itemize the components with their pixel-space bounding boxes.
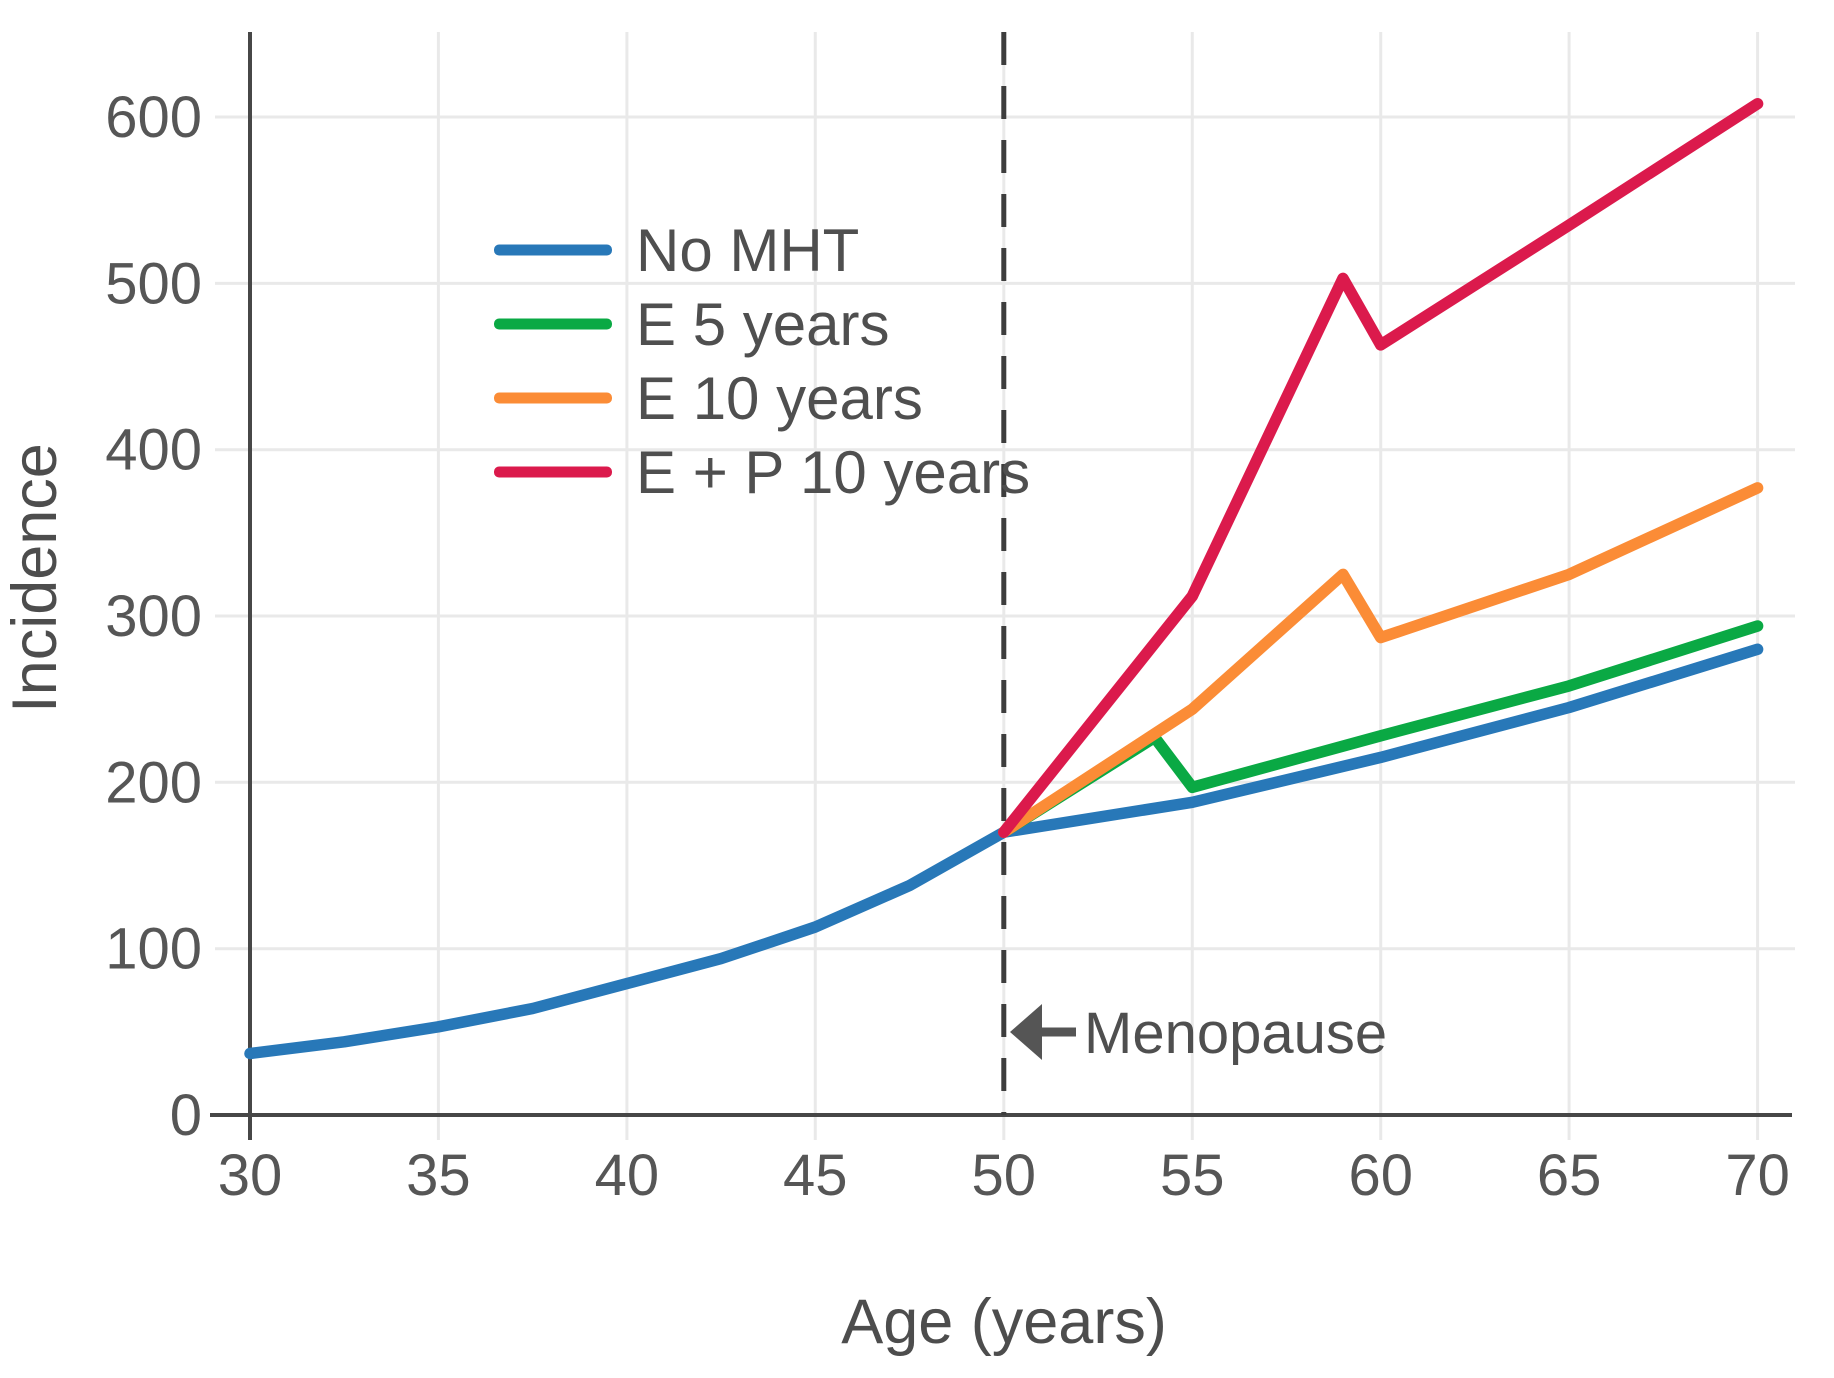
legend-item-no-mht: No MHT xyxy=(494,217,859,284)
x-tick-label-70: 70 xyxy=(1725,1143,1790,1208)
x-tick-label-50: 50 xyxy=(972,1143,1037,1208)
legend-label-e-10-years: E 10 years xyxy=(636,365,923,432)
y-tick-label-400: 400 xyxy=(105,418,202,483)
x-tick-label-40: 40 xyxy=(595,1143,660,1208)
y-axis-title: Incidence xyxy=(0,443,70,713)
menopause-arrow-head-icon xyxy=(1010,1004,1042,1060)
tick-labels-group: 0 100 200 300 400 500 600 30 35 40 45 50 55 60 65 70 xyxy=(105,85,1790,1208)
legend-label-e-p-10-years: E + P 10 years xyxy=(636,439,1030,506)
legend-swatch-no-mht xyxy=(494,244,612,256)
legend-swatch-e-10-years xyxy=(494,392,612,404)
y-tick-label-200: 200 xyxy=(105,750,202,815)
x-tick-label-65: 65 xyxy=(1537,1143,1602,1208)
legend-swatch-e-5-years xyxy=(494,318,612,330)
x-tick-label-45: 45 xyxy=(783,1143,848,1208)
x-axis-title: Age (years) xyxy=(841,1287,1167,1357)
x-tick-label-55: 55 xyxy=(1160,1143,1225,1208)
y-tick-label-0: 0 xyxy=(170,1083,202,1148)
annotations-group xyxy=(1001,32,1076,1115)
y-tick-label-300: 300 xyxy=(105,584,202,649)
y-tick-label-600: 600 xyxy=(105,85,202,150)
legend-label-e-5-years: E 5 years xyxy=(636,291,889,358)
menopause-arrow-shaft xyxy=(1038,1027,1076,1037)
x-tick-label-35: 35 xyxy=(406,1143,471,1208)
legend-group: No MHT E 5 years E 10 years E + P 10 years xyxy=(494,217,1030,506)
axes-group xyxy=(210,32,1792,1140)
y-tick-label-100: 100 xyxy=(105,917,202,982)
legend-item-e-5-years: E 5 years xyxy=(494,291,889,358)
legend-swatch-e-p-10-years xyxy=(494,466,612,478)
x-tick-label-60: 60 xyxy=(1348,1143,1413,1208)
menopause-label: Menopause xyxy=(1084,1001,1387,1066)
legend-item-e-10-years: E 10 years xyxy=(494,365,923,432)
series-line-no-mht xyxy=(244,643,1764,1060)
legend-item-e-p-10-years: E + P 10 years xyxy=(494,439,1030,506)
series-line-e-p-10-years xyxy=(998,97,1764,838)
series-group xyxy=(244,97,1764,1060)
x-tick-label-30: 30 xyxy=(218,1143,283,1208)
legend-label-no-mht: No MHT xyxy=(636,217,859,284)
series-line-e-10-years xyxy=(998,482,1764,838)
y-tick-label-500: 500 xyxy=(105,251,202,316)
